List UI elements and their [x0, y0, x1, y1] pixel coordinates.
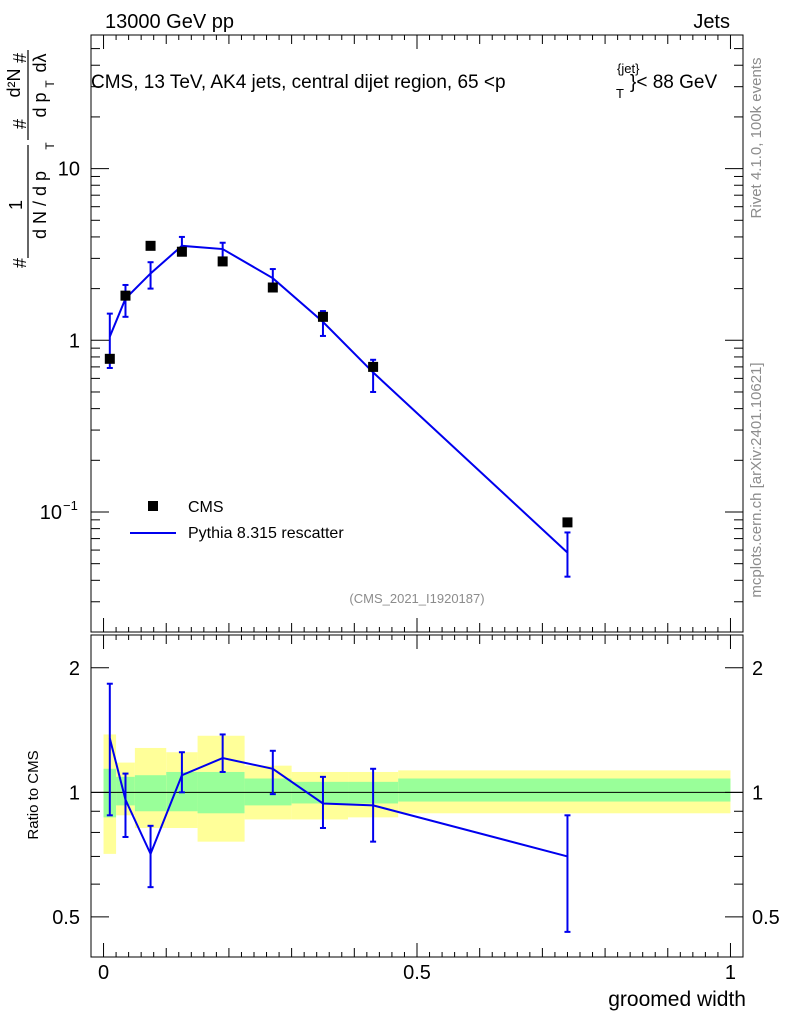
ylabel-hash-1: # [10, 258, 30, 268]
x-tick-label: 0.5 [403, 962, 431, 984]
mcplots-label: mcplots.cern.ch [arXiv:2401.10621] [748, 362, 765, 597]
title-sub: T [616, 86, 624, 101]
x-axis-label: groomed width [608, 988, 746, 1011]
ylabel-t-1: T [43, 142, 57, 150]
ylabel-d2n: d²N [4, 68, 24, 97]
x-tick-label: 1 [725, 962, 736, 984]
cms-data-point [217, 256, 228, 267]
main-plot-frame [90, 34, 744, 633]
title-end: }< 88 GeV [630, 72, 717, 93]
chart-title: CMS, 13 TeV, AK4 jets, central dijet reg… [91, 72, 506, 93]
ylabel-hash-2: # [10, 119, 30, 129]
cms-data-point [562, 517, 573, 528]
ylabel-dl: dλ [30, 53, 50, 72]
ratio-plot: 0 0.5 1 0.5 0.5 1 1 2 2 [52, 35, 780, 984]
ratio-y-tick-label-right: 1 [752, 782, 763, 804]
ratio-y-tick-label: 0.5 [52, 907, 80, 929]
ylabel-t-2: T [43, 80, 57, 88]
legend-cms-marker [148, 501, 158, 511]
analysis-watermark: (CMS_2021_I1920187) [349, 591, 484, 606]
ylabel-dpt-dl: d p [30, 92, 50, 117]
ratio-y-tick-label-right: 2 [752, 658, 763, 680]
ylabel-hash-3: # [10, 53, 30, 63]
main-y-tick-exponent: −1 [63, 498, 78, 513]
cms-data-point [176, 246, 187, 257]
header-right: Jets [693, 11, 730, 33]
ratio-y-tick-label: 2 [69, 658, 80, 680]
ratio-band-inner [134, 775, 167, 812]
main-y-tick-label: 1 [69, 330, 80, 352]
cms-data-point [104, 353, 115, 364]
legend: CMS Pythia 8.315 rescatter [130, 499, 344, 542]
cms-data-point [317, 311, 328, 322]
legend-mc-label: Pythia 8.315 rescatter [188, 525, 344, 542]
cms-data-point [145, 240, 156, 251]
ylabel-dn-dpt: d N / d p [30, 171, 50, 239]
x-tick-label: 0 [98, 962, 109, 984]
ratio-y-tick-label: 1 [69, 782, 80, 804]
cms-data-point [368, 361, 379, 372]
main-y-axis-label: # 1 d N / d p T d²N # d p T dλ # [4, 50, 57, 268]
header-left: 13000 GeV pp [105, 11, 234, 33]
cms-data-point [267, 282, 278, 293]
ratio-bands [103, 734, 731, 854]
ylabel-one: 1 [6, 200, 26, 210]
ratio-band-inner [398, 778, 731, 802]
ratio-y-tick-label-right: 0.5 [752, 907, 780, 929]
legend-cms-label: CMS [188, 499, 224, 516]
main-y-tick-label: 10 [40, 502, 62, 524]
title-main: CMS, 13 TeV, AK4 jets, central dijet reg… [91, 72, 506, 93]
main-y-tick-label: 10 [58, 159, 80, 181]
title-sup: {jet} [617, 61, 640, 76]
mc-line [108, 244, 569, 554]
rivet-label: Rivet 4.1.0, 100k events [748, 58, 765, 219]
ratio-y-axis-label: Ratio to CMS [25, 750, 42, 839]
cms-data-point [120, 290, 131, 301]
